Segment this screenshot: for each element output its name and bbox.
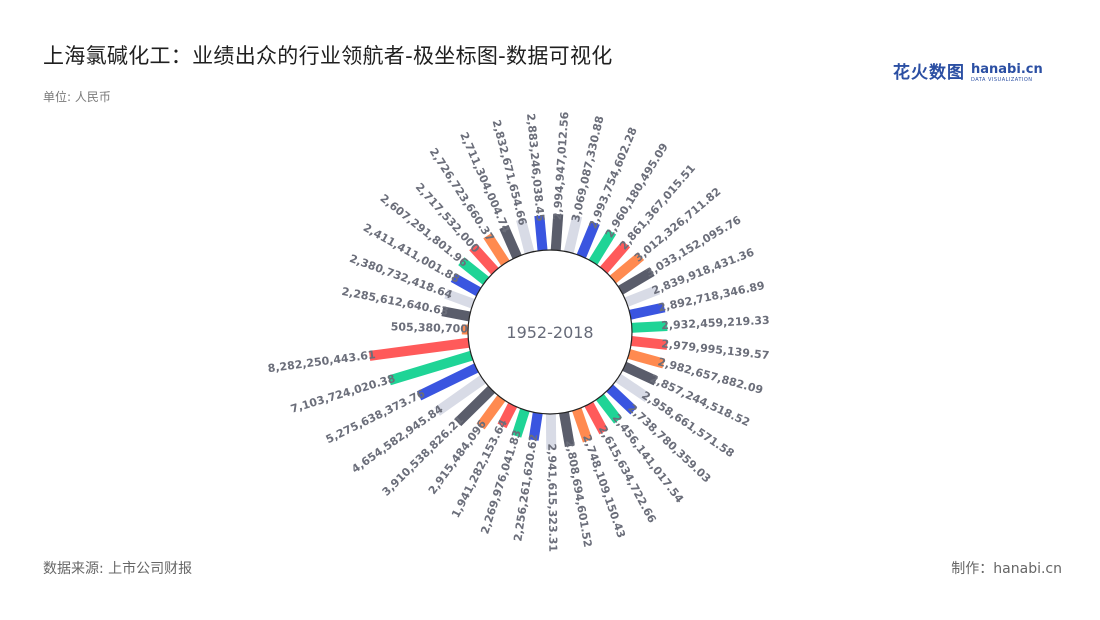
brand-logo: 花火数图 hanabi.cn DATA VISUALIZATION bbox=[893, 58, 1043, 84]
polar-bar bbox=[624, 284, 661, 307]
bar-value-label: 505,380,700 bbox=[391, 320, 469, 335]
unit-label: 单位: 人民币 bbox=[43, 90, 111, 104]
polar-bar bbox=[588, 229, 617, 265]
polar-bar bbox=[458, 257, 490, 285]
center-label: 1952-2018 bbox=[506, 323, 593, 342]
polar-bar bbox=[444, 289, 475, 309]
polar-bar bbox=[584, 401, 609, 435]
polar-bar bbox=[615, 373, 651, 402]
bar-value-label: 2,941,615,323.31 bbox=[545, 443, 559, 552]
polar-bar bbox=[631, 321, 668, 333]
polar-bar bbox=[516, 218, 535, 254]
logo-en-text: hanabi.cn bbox=[971, 62, 1043, 77]
polar-bar bbox=[606, 384, 638, 415]
polar-bar bbox=[627, 349, 666, 369]
polar-bar bbox=[416, 363, 479, 401]
bar-value-label: 2,932,459,219.33 bbox=[661, 314, 770, 333]
polar-bar bbox=[599, 240, 631, 274]
bar-value-label: 2,883,246,038.45 bbox=[524, 113, 547, 222]
polar-bar bbox=[511, 408, 530, 438]
polar-bar bbox=[483, 232, 510, 266]
bar-value-label: 2,994,947,012.56 bbox=[551, 111, 572, 221]
polar-bar bbox=[497, 402, 518, 429]
polar-bar bbox=[576, 220, 600, 259]
polar-bar bbox=[476, 395, 506, 430]
polar-bar bbox=[368, 337, 470, 361]
polar-bar bbox=[387, 350, 473, 386]
logo-en-subtext: DATA VISUALIZATION bbox=[971, 77, 1033, 83]
maker-credit: 制作：hanabi.cn bbox=[951, 561, 1062, 577]
logo-en-block: hanabi.cn DATA VISUALIZATION bbox=[971, 62, 1043, 84]
data-source: 数据来源: 上市公司财报 bbox=[43, 561, 193, 577]
polar-bar bbox=[609, 252, 645, 284]
polar-bar bbox=[441, 306, 471, 322]
polar-bar bbox=[528, 412, 543, 441]
center-circle bbox=[467, 249, 633, 415]
polar-bar bbox=[618, 267, 655, 295]
polar-bar bbox=[550, 213, 564, 251]
polar-bar bbox=[454, 385, 495, 427]
bar-value-label: 8,282,250,443.61 bbox=[267, 348, 376, 375]
chart-title: 上海氯碱化工：业绩出众的行业领航者-极坐标图-数据可视化 bbox=[43, 44, 613, 68]
polar-bar bbox=[559, 411, 575, 448]
polar-bar bbox=[534, 215, 548, 251]
polar-bar bbox=[450, 273, 482, 297]
polar-bar bbox=[629, 302, 666, 320]
polar-bar bbox=[595, 393, 622, 424]
polar-bar bbox=[499, 224, 522, 259]
polar-bar bbox=[563, 214, 583, 254]
polar-bar bbox=[434, 375, 486, 416]
polar-bar bbox=[469, 243, 499, 275]
polar-bar bbox=[572, 407, 593, 443]
polar-bar bbox=[630, 336, 668, 350]
bar-value-label: 2,979,995,139.57 bbox=[661, 337, 770, 362]
logo-cn-text: 花火数图 bbox=[893, 63, 965, 83]
polar-bar bbox=[622, 361, 658, 386]
